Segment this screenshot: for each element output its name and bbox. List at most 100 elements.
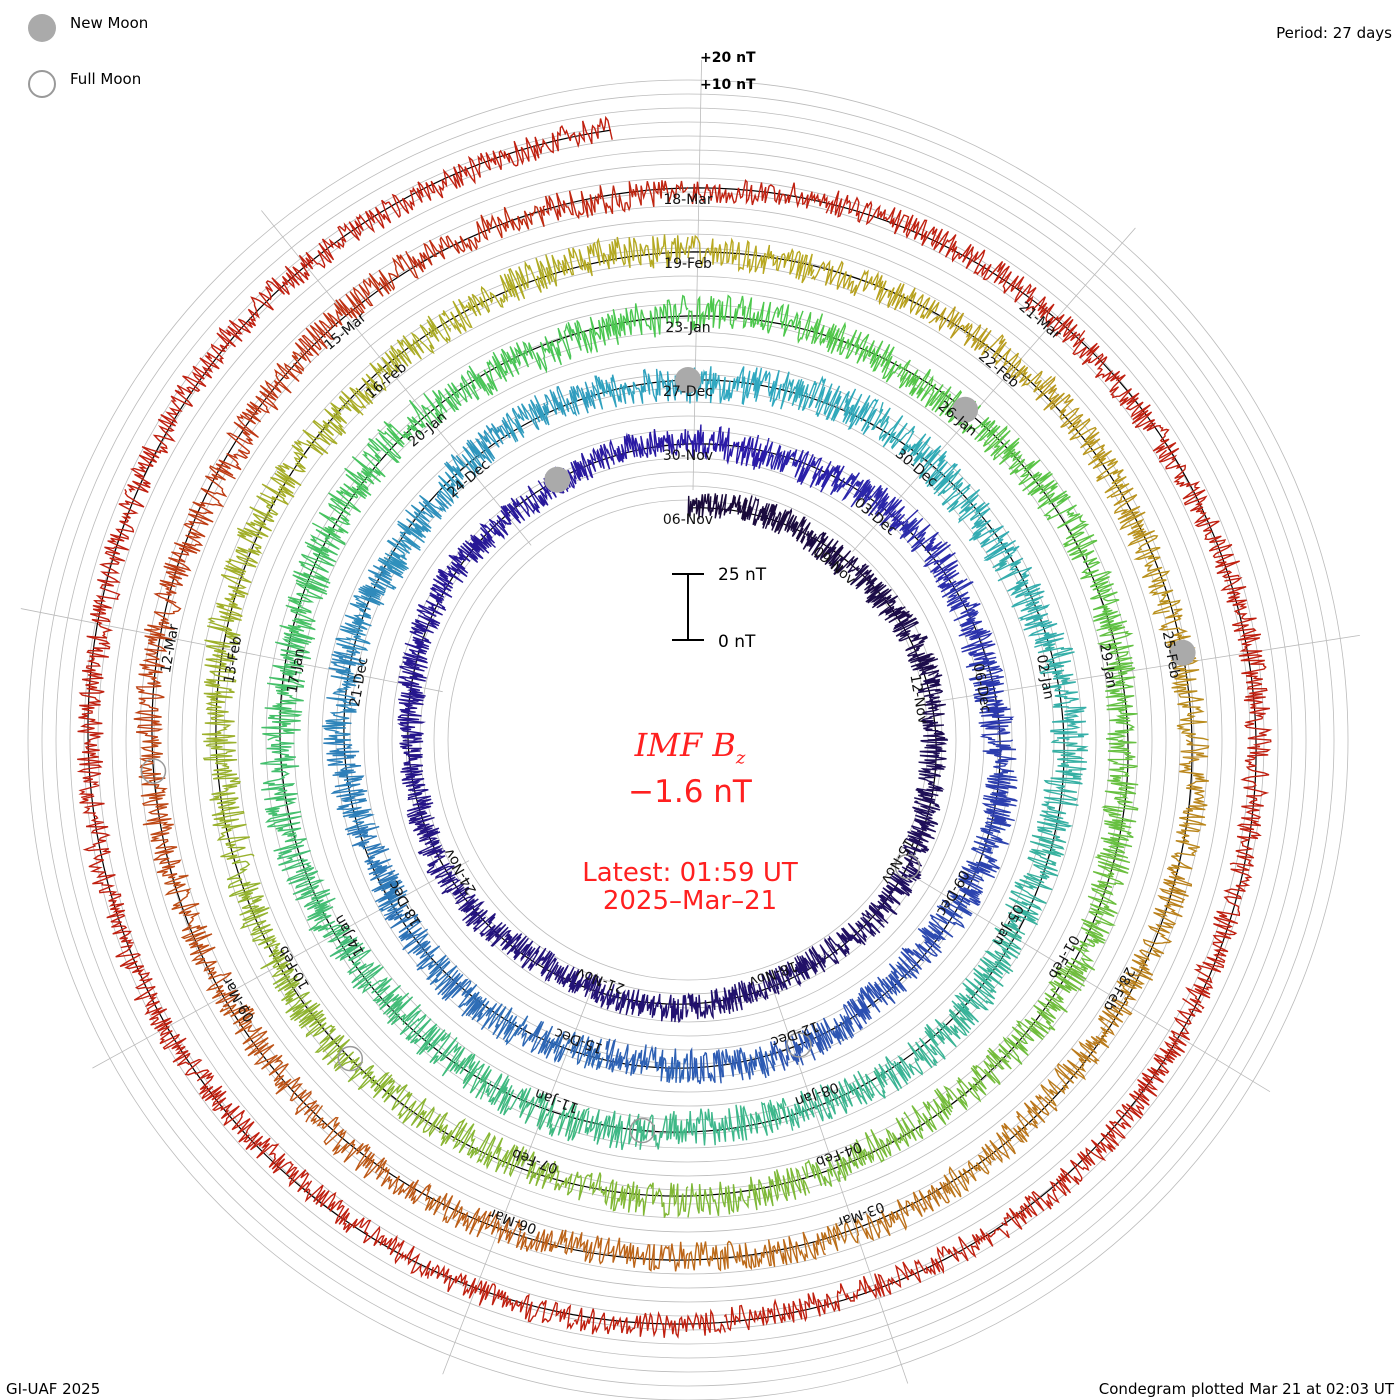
bz-trace-segment [219, 1003, 320, 1123]
bz-trace-segment [687, 1167, 811, 1218]
new-moon-label: New Moon [70, 14, 149, 32]
bz-trace-segment [1116, 867, 1193, 995]
bz-trace-segment [76, 643, 111, 799]
date-label: 30-Nov [663, 448, 713, 464]
new-moon-icon [28, 14, 56, 42]
bz-trace-segment [1036, 739, 1089, 840]
bz-trace-segment [273, 844, 351, 943]
bz-trace-segment [1070, 852, 1131, 971]
bz-trace-segment [687, 234, 815, 284]
bz-trace-segment [899, 517, 964, 593]
bz-trace-segment [485, 1073, 590, 1142]
current-value: −1.6 nT [628, 774, 752, 810]
bz-trace-segment [544, 180, 689, 221]
bz-trace-segment [687, 424, 767, 470]
bz-trace-segment [1185, 865, 1253, 1010]
bz-trace-segment [1005, 834, 1067, 932]
grid-ring [237, 289, 1139, 1191]
bz-trace-segment [127, 354, 220, 493]
grid-ring [125, 177, 1251, 1303]
bz-trace-segment [226, 859, 293, 978]
bz-trace-segment [164, 874, 241, 1008]
bz-trace-segment [383, 903, 458, 991]
ring-label-20: +20 nT [700, 50, 756, 66]
bz-trace-segment [279, 528, 346, 640]
bz-trace-segment [440, 876, 503, 941]
bz-trace-segment [259, 395, 360, 506]
grid-spoke [934, 634, 1360, 702]
bz-trace-segment [802, 529, 861, 576]
bz-trace-segment [808, 916, 881, 973]
grid-ring [377, 429, 999, 1051]
bz-trace-segment [992, 550, 1065, 648]
bz-trace-segment [810, 259, 940, 320]
bz-trace-segment [553, 964, 620, 1010]
full-moon-label: Full Moon [70, 70, 142, 88]
bz-trace-segment [1110, 487, 1181, 615]
bz-trace-segment [1108, 997, 1203, 1138]
bz-trace-segment [1158, 447, 1240, 579]
new-moon-marker [544, 466, 571, 493]
grid-spoke [692, 60, 702, 491]
bz-trace-segment [1229, 721, 1273, 867]
bz-trace-segment [1072, 330, 1177, 454]
bz-trace-segment [786, 1067, 888, 1131]
bz-trace-segment [723, 1275, 872, 1332]
bz-trace-segment [329, 935, 422, 1026]
bz-trace-segment [755, 949, 819, 1001]
bz-trace-segment [867, 1227, 1010, 1300]
grid-ring [195, 247, 1181, 1233]
bz-trace-segment [457, 115, 613, 185]
date-label: 06-Nov [663, 512, 713, 528]
bz-trace-segment [770, 1013, 855, 1071]
date-label: 18-Mar [663, 192, 713, 208]
bz-trace-segment [335, 564, 404, 651]
bz-trace-segment [437, 969, 529, 1046]
bz-trace-segment [820, 1181, 950, 1252]
grid-ring [69, 121, 1307, 1359]
bz-trace-segment [914, 739, 949, 809]
scale-top-label: 25 nT [718, 565, 767, 585]
bz-trace-segment [202, 739, 255, 860]
bz-trace-segment [138, 739, 182, 879]
new-moon-marker [952, 396, 979, 423]
grid-ring [181, 233, 1195, 1247]
bz-trace-segment [487, 923, 559, 982]
grid-ring [97, 149, 1279, 1331]
date-label: 06-Mar [487, 1205, 539, 1237]
grid-ring [55, 107, 1321, 1373]
bz-trace-segment [1001, 1124, 1126, 1230]
bz-trace-segment [687, 1231, 826, 1272]
date-label: 17-Jan [284, 647, 308, 694]
bz-trace-segment [377, 365, 486, 448]
credit-label: GI-UAF 2025 [6, 1380, 101, 1398]
bz-trace-segment [311, 432, 402, 539]
bz-trace-segment [982, 425, 1080, 521]
date-label: 13-Feb [221, 635, 245, 685]
bz-trace-segment [891, 612, 940, 677]
full-moon-marker [140, 758, 167, 784]
grid-ring [209, 261, 1167, 1219]
bz-trace-segment [687, 1046, 776, 1085]
bz-traces [76, 115, 1273, 1339]
quantity-name: IMF B [634, 726, 736, 764]
bz-trace-segment [424, 1185, 554, 1253]
bz-trace-segment [941, 578, 997, 661]
bz-trace-segment [399, 739, 434, 816]
bz-trace-segment [1035, 375, 1130, 499]
bz-trace-segment [797, 311, 904, 383]
latest-time: Latest: 01:59 UT [582, 858, 798, 888]
full-moon-marker [786, 1032, 812, 1058]
bz-trace-segment [943, 1093, 1058, 1198]
bz-trace-segment [951, 923, 1026, 1026]
bz-trace-segment [825, 190, 960, 263]
bz-trace-segment [560, 234, 689, 277]
bz-trace-segment [153, 465, 236, 604]
full-moon-icon [28, 70, 56, 98]
bz-trace-segment [199, 1072, 310, 1193]
bz-trace-segment [215, 351, 307, 477]
bz-trace-segment [206, 242, 332, 365]
bz-trace-segment [957, 821, 1011, 906]
bz-trace-segment [550, 1229, 689, 1272]
